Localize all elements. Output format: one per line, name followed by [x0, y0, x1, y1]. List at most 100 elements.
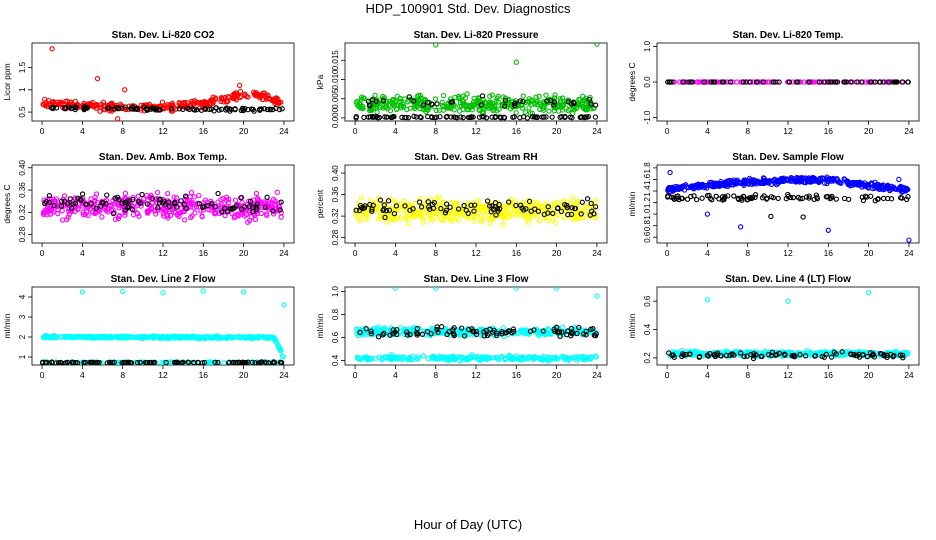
- data-point: [384, 219, 390, 225]
- data-point: [90, 334, 97, 340]
- data-point: [545, 326, 551, 333]
- data-point: [775, 195, 781, 202]
- data-point: [490, 108, 496, 114]
- data-point: [510, 326, 517, 332]
- data-point: [506, 214, 512, 221]
- data-point: [588, 200, 594, 207]
- data-point: [166, 203, 172, 210]
- data-point: [252, 216, 259, 223]
- data-point: [473, 214, 480, 220]
- data-point: [500, 94, 506, 100]
- data-point: [270, 360, 276, 365]
- data-point: [479, 93, 486, 99]
- data-point: [464, 107, 470, 113]
- x-tick-label: 4: [393, 248, 398, 258]
- data-point: [173, 359, 179, 365]
- data-point: [134, 334, 140, 340]
- data-point: [87, 335, 94, 341]
- x-tick-label: 24: [279, 248, 289, 258]
- data-point: [666, 350, 672, 356]
- data-point: [365, 114, 372, 120]
- data-point: [133, 105, 140, 112]
- data-point: [185, 335, 191, 341]
- data-point: [238, 93, 244, 100]
- data-point: [823, 351, 830, 358]
- data-point: [141, 104, 147, 110]
- data-point: [855, 79, 862, 85]
- points-group: [353, 43, 600, 121]
- data-point: [234, 360, 240, 365]
- data-point: [683, 182, 689, 188]
- data-point: [476, 209, 482, 216]
- data-point: [137, 359, 143, 365]
- outlier-point: [785, 298, 791, 304]
- data-point: [390, 327, 396, 333]
- data-point: [809, 79, 816, 85]
- data-point: [540, 328, 546, 334]
- data-point: [264, 212, 270, 218]
- outlier-point: [236, 82, 243, 88]
- data-point: [552, 328, 558, 334]
- data-point: [727, 79, 734, 85]
- data-point: [234, 211, 241, 217]
- y-tick-label: 0.36: [18, 182, 27, 198]
- data-point: [539, 114, 545, 120]
- data-point: [723, 352, 730, 359]
- data-point: [503, 204, 509, 211]
- outlier-point: [800, 214, 806, 220]
- data-point: [588, 327, 595, 333]
- y-axis-label: percent: [315, 189, 325, 218]
- data-point: [531, 99, 537, 106]
- data-point: [848, 351, 854, 357]
- data-point: [46, 196, 53, 202]
- data-point: [280, 354, 286, 360]
- data-point: [97, 108, 103, 114]
- data-point: [668, 194, 675, 200]
- data-point: [158, 334, 164, 341]
- data-point: [159, 99, 166, 105]
- data-point: [46, 199, 52, 206]
- data-point: [67, 196, 73, 202]
- y-axis-label: ml/min: [627, 191, 637, 216]
- data-point: [218, 196, 224, 203]
- data-point: [551, 102, 557, 108]
- x-tick-label: 0: [665, 126, 670, 136]
- data-point: [62, 198, 68, 205]
- data-point: [59, 208, 65, 214]
- data-point: [124, 334, 130, 341]
- data-point: [250, 106, 256, 113]
- data-point: [493, 212, 499, 218]
- data-point: [353, 115, 359, 121]
- data-point: [892, 79, 899, 85]
- data-point: [257, 360, 263, 365]
- data-point: [802, 350, 809, 357]
- y-tick-label: 0.8: [643, 220, 652, 232]
- data-point: [593, 198, 599, 204]
- data-point: [429, 101, 435, 108]
- outlier-point: [120, 288, 126, 295]
- x-tick-label: 4: [393, 370, 398, 380]
- x-tick-label: 20: [239, 248, 249, 258]
- data-point: [458, 325, 465, 331]
- data-point: [369, 206, 375, 212]
- data-point: [381, 202, 387, 208]
- data-point: [905, 79, 911, 85]
- x-tick-label: 12: [158, 248, 168, 258]
- data-point: [442, 210, 449, 216]
- data-point: [571, 100, 577, 106]
- x-tick-label: 8: [745, 370, 750, 380]
- y-tick-label: 0.28: [18, 226, 27, 242]
- data-point: [750, 355, 757, 362]
- data-point: [103, 197, 110, 204]
- data-point: [502, 95, 509, 101]
- data-point: [788, 194, 794, 201]
- data-point: [251, 91, 257, 97]
- data-point: [814, 177, 820, 183]
- data-point: [104, 360, 110, 365]
- data-point: [85, 213, 91, 219]
- data-point: [548, 97, 554, 104]
- data-point: [254, 195, 261, 202]
- x-tick-label: 20: [552, 126, 562, 136]
- data-point: [399, 356, 405, 363]
- data-point: [172, 209, 179, 216]
